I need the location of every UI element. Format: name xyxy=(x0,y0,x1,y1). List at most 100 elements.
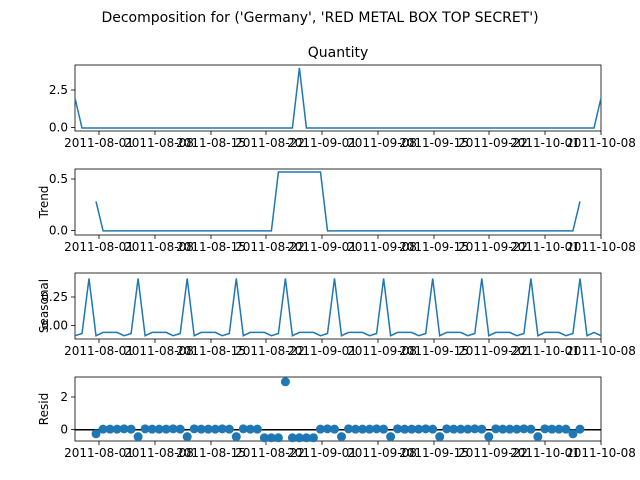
resid-point xyxy=(133,432,143,442)
x-tick-label: 2011-09-22 xyxy=(458,240,528,254)
resid-point xyxy=(470,424,480,434)
resid-point xyxy=(182,432,192,442)
axes-frame xyxy=(74,272,602,340)
x-tick-label: 2011-09-15 xyxy=(399,240,469,254)
resid-point xyxy=(526,424,536,434)
resid-point xyxy=(147,424,157,434)
x-tick-label: 2011-09-08 xyxy=(347,240,417,254)
x-tick-label: 2011-08-01 xyxy=(64,136,134,150)
resid-point xyxy=(386,432,396,442)
x-tick-label: 2011-08-22 xyxy=(235,344,305,358)
x-tick-label: 2011-08-15 xyxy=(176,446,246,460)
resid-point xyxy=(435,432,445,442)
resid-point xyxy=(337,432,347,442)
resid-point xyxy=(533,432,543,442)
resid-point xyxy=(161,424,171,434)
resid-point xyxy=(540,424,550,434)
x-tick-label: 2011-10-01 xyxy=(510,446,580,460)
x-tick-label: 2011-09-22 xyxy=(458,446,528,460)
y-axis-label: Seasonal xyxy=(37,279,51,333)
resid-point xyxy=(189,424,199,434)
resid-point xyxy=(301,433,311,443)
resid-point xyxy=(322,424,332,434)
resid-point xyxy=(477,424,487,434)
x-tick-label: 2011-08-15 xyxy=(176,240,246,254)
x-tick-label: 2011-08-15 xyxy=(176,136,246,150)
x-tick-label: 2011-09-15 xyxy=(399,446,469,460)
axes-frame xyxy=(74,168,602,236)
x-tick-label: 2011-10-01 xyxy=(510,136,580,150)
resid-point xyxy=(91,429,101,439)
x-tick-label: 2011-08-08 xyxy=(124,446,194,460)
resid-point xyxy=(421,424,431,434)
y-tick-label: 0.5 xyxy=(49,172,68,186)
x-tick-label: 2011-08-22 xyxy=(235,240,305,254)
x-tick-label: 2011-10-08 xyxy=(566,136,636,150)
resid-point xyxy=(554,424,564,434)
x-tick-label: 2011-08-15 xyxy=(176,344,246,358)
x-tick-label: 2011-09-01 xyxy=(287,240,357,254)
resid-point xyxy=(442,424,452,434)
resid-point xyxy=(456,424,466,434)
resid-point xyxy=(119,424,129,434)
x-tick-label: 2011-08-01 xyxy=(64,240,134,254)
y-tick-label: 2.5 xyxy=(49,83,68,97)
subplot-panels: Quantity0.02.52011-08-012011-08-082011-0… xyxy=(37,45,636,460)
x-tick-label: 2011-09-15 xyxy=(399,136,469,150)
resid-point xyxy=(231,432,241,442)
resid-point xyxy=(575,424,585,434)
resid-point xyxy=(224,424,234,434)
resid-point xyxy=(280,377,290,387)
resid-point xyxy=(252,424,262,434)
resid-point xyxy=(210,424,220,434)
x-tick-label: 2011-09-22 xyxy=(458,344,528,358)
resid-point xyxy=(498,424,508,434)
y-axis-label: Resid xyxy=(37,393,51,425)
resid-point xyxy=(245,424,255,434)
resid-point xyxy=(358,424,368,434)
resid-point xyxy=(266,433,276,443)
panel-2: Trend 0.0 0.5 2011-08-012011-08-082011-08-1… xyxy=(37,168,636,254)
x-tick-label: 2011-09-01 xyxy=(287,446,357,460)
resid-point xyxy=(547,424,557,434)
x-tick-label: 2011-09-08 xyxy=(347,446,417,460)
resid-point xyxy=(175,424,185,434)
resid-point xyxy=(512,424,522,434)
panel-title: Quantity xyxy=(308,45,369,61)
panel-3: Seasonal0.000.252011-08-012011-08-082011… xyxy=(37,272,636,358)
x-tick-label: 2011-08-22 xyxy=(235,136,305,150)
y-tick-label: 0 xyxy=(60,423,68,437)
resid-point xyxy=(126,424,136,434)
x-tick-label: 2011-10-01 xyxy=(510,240,580,254)
axes-frame xyxy=(74,64,602,132)
resid-point xyxy=(407,424,417,434)
resid-point xyxy=(98,424,108,434)
panel-1: Quantity0.02.52011-08-012011-08-082011-0… xyxy=(49,45,636,150)
resid-point xyxy=(428,424,438,434)
resid-point xyxy=(519,424,529,434)
y-tick-label: 2 xyxy=(60,390,68,404)
resid-point xyxy=(217,424,227,434)
x-tick-label: 2011-10-08 xyxy=(566,240,636,254)
x-tick-label: 2011-09-08 xyxy=(347,136,417,150)
x-tick-label: 2011-10-01 xyxy=(510,344,580,358)
resid-point xyxy=(344,424,354,434)
resid-point xyxy=(287,433,297,443)
resid-point xyxy=(449,424,459,434)
series-line xyxy=(74,278,602,337)
resid-point xyxy=(203,424,213,434)
x-tick-label: 2011-09-01 xyxy=(287,344,357,358)
resid-point xyxy=(140,424,150,434)
x-tick-label: 2011-10-08 xyxy=(566,446,636,460)
x-tick-label: 2011-08-22 xyxy=(235,446,305,460)
x-tick-label: 2011-08-01 xyxy=(64,446,134,460)
resid-point xyxy=(372,424,382,434)
resid-point xyxy=(273,433,283,443)
resid-point xyxy=(400,424,410,434)
x-tick-label: 2011-09-01 xyxy=(287,136,357,150)
series-line xyxy=(74,67,602,129)
x-tick-label: 2011-08-08 xyxy=(124,136,194,150)
resid-point xyxy=(393,424,403,434)
resid-point xyxy=(168,424,178,434)
